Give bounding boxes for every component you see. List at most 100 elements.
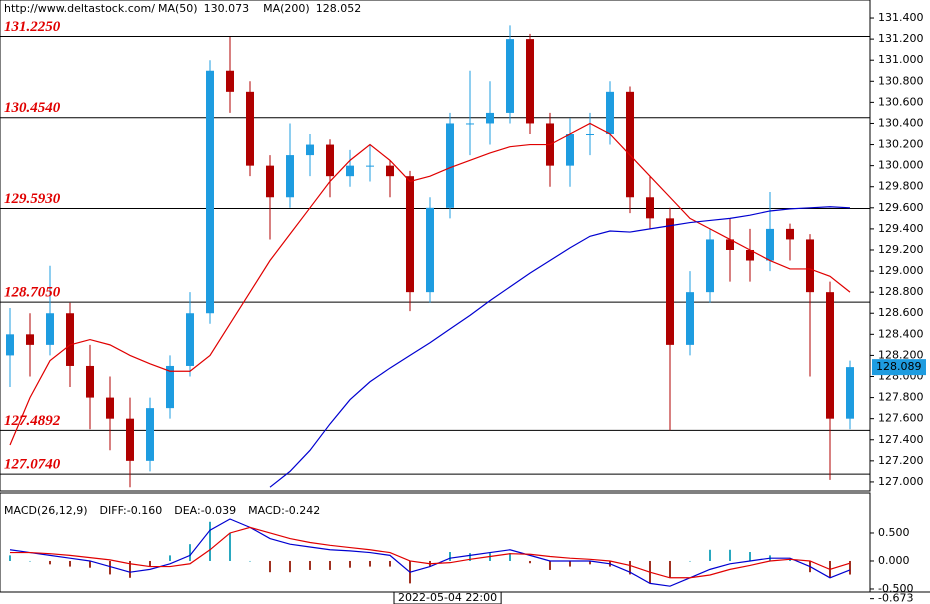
macd-bar [69,560,71,567]
legend-name: MA(200) [263,2,310,15]
macd-bar [349,560,351,568]
macd-tick-label: 0.500 [878,526,910,539]
macd-plot [9,518,851,587]
macd-tick-label: -0.673 [878,592,913,604]
level-label: 131.2250 [4,19,61,35]
macd-legend: MACD(26,12,9) [4,504,88,517]
candle-body [746,249,754,261]
y-tick-label: 127.800 [878,391,924,404]
y-tick-label: 129.200 [878,243,924,256]
macd-bar [189,544,191,561]
macd-bar [209,521,211,561]
candle-body [586,134,594,136]
macd-legend: MACD:-0.242 [248,504,320,517]
macd-bar [249,560,251,562]
macd-bar [269,560,271,573]
level-label: 127.4892 [4,413,61,429]
dea-line [10,526,851,579]
macd-bar [169,555,171,561]
candle-body [86,365,94,398]
y-tick-label: 129.600 [878,201,924,214]
candle-body [366,165,374,167]
y-tick-label: 128.800 [878,285,924,298]
y-tick-label: 131.000 [878,53,924,66]
macd-bar [89,560,91,568]
macd-panel [0,492,871,593]
macd-bar [289,560,291,573]
candle-body [686,292,694,345]
candle-body [46,313,54,345]
macd-legend: DIFF:-0.160 [100,504,163,517]
main-panel [0,0,871,492]
macd-bar [689,560,691,562]
candle-body [806,239,814,293]
macd-bar [229,532,231,561]
y-tick-label: 131.200 [878,32,924,45]
candle-body [766,228,774,261]
candle-body [786,228,794,240]
candle-body [346,165,354,177]
macd-tick-label: -0.500 [878,582,913,595]
candle-body [486,112,494,124]
candle-body [66,313,74,366]
date-marker-box [393,591,502,604]
macd-bar [9,555,11,561]
candle-body [566,134,574,166]
candle-body [646,197,654,219]
diff-line [9,518,851,587]
candle-body [6,334,14,356]
candle-body [706,239,714,293]
y-tick-label: 128.400 [878,327,924,340]
y-tick-label: 130.800 [878,74,924,87]
macd-bar [449,552,451,561]
candle-body [306,144,314,156]
macd-legend: DEA:-0.039 [174,504,236,517]
macd-bar [729,549,731,561]
candle-body [126,418,134,461]
y-tick-label: 129.400 [878,222,924,235]
macd-bar [709,549,711,561]
candle-body [166,365,174,409]
y-tick-label: 130.000 [878,159,924,172]
ma-line [269,206,851,488]
y-tick-label: 127.400 [878,433,924,446]
level-label: 127.0740 [4,457,61,473]
candle-body [526,39,534,124]
candle-body [326,144,334,177]
candle-body [846,367,854,419]
candle-body [286,155,294,198]
candle-body [826,292,834,419]
macd-bar [389,560,391,567]
candle-body [426,207,434,293]
last-price-box [872,359,926,376]
candle-body [666,218,674,345]
candle-body [386,165,394,177]
candle-body [446,123,454,208]
macd-bar [109,560,111,575]
level-label: 129.5930 [4,191,61,207]
macd-bar [309,560,311,570]
macd-bar [149,560,151,567]
macd-bar [549,560,551,570]
level-label: 128.7050 [4,285,61,301]
y-tick-label: 127.600 [878,412,924,425]
candle-body [726,239,734,250]
macd-bar [749,552,751,561]
macd-bar [669,560,671,578]
macd-bar [369,560,371,567]
candle-body [626,91,634,198]
y-tick-label: 130.600 [878,95,924,108]
candle-body [246,91,254,166]
date-marker: 2022-05-04 22:00 [398,591,497,604]
macd-bar [129,560,131,578]
candle-body [186,313,194,366]
y-tick-label: 127.200 [878,454,924,467]
candle-body [606,91,614,135]
macd-bar [589,560,591,565]
candle-body [466,123,474,125]
main-plot [0,25,870,488]
y-tick-label: 129.000 [878,264,924,277]
last-price: 128.089 [876,360,922,373]
macd-bar [469,553,471,561]
